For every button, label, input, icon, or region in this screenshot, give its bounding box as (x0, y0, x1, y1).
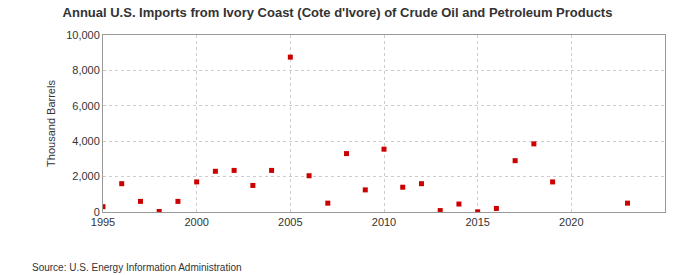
svg-text:6,000: 6,000 (72, 100, 100, 112)
svg-text:1995: 1995 (91, 216, 115, 228)
svg-text:0: 0 (94, 206, 100, 218)
svg-text:4,000: 4,000 (72, 135, 100, 147)
svg-text:2015: 2015 (465, 216, 489, 228)
svg-text:8,000: 8,000 (72, 64, 100, 76)
svg-text:2005: 2005 (278, 216, 302, 228)
svg-text:2000: 2000 (184, 216, 208, 228)
svg-text:Source: U.S. Energy Informatio: Source: U.S. Energy Information Administ… (32, 262, 242, 273)
svg-text:Thousand Barrels: Thousand Barrels (45, 80, 57, 167)
svg-text:2010: 2010 (372, 216, 396, 228)
svg-text:10,000: 10,000 (66, 29, 100, 41)
svg-text:2,000: 2,000 (72, 170, 100, 182)
svg-text:Annual U.S. Imports from Ivory: Annual U.S. Imports from Ivory Coast (Co… (63, 5, 613, 20)
svg-text:2020: 2020 (559, 216, 583, 228)
